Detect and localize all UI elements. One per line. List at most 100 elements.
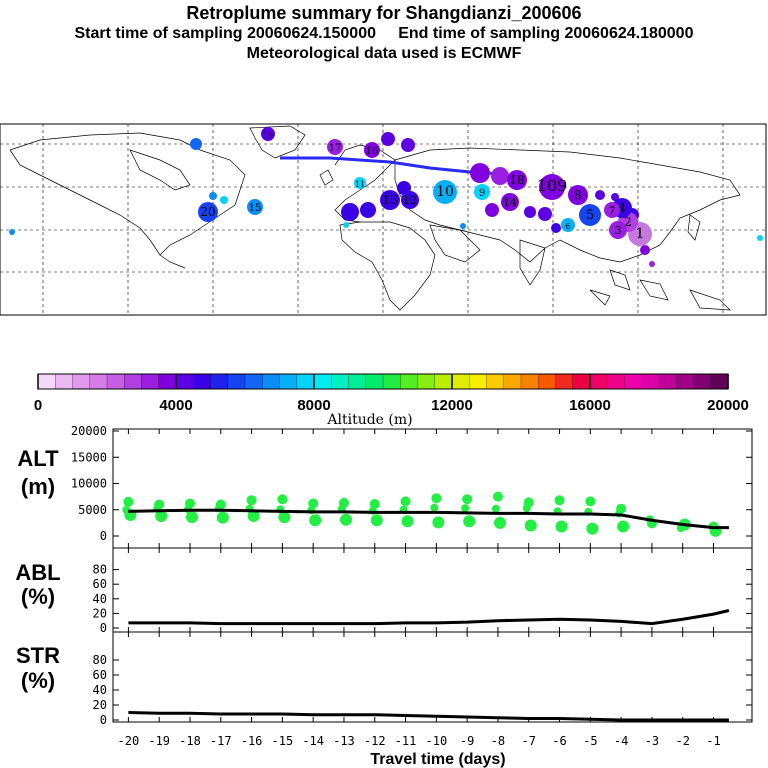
y-tick-label: 80 (93, 563, 107, 577)
alt-point (616, 503, 627, 514)
y-tick-label: 15000 (71, 450, 107, 464)
trajectory-label: 5 (586, 208, 594, 223)
colorbar-cell (365, 373, 384, 390)
met-data-source: Meteorological data used is ECMWF (246, 45, 522, 62)
alt-point (123, 496, 134, 507)
trajectory-dot (649, 261, 655, 267)
trajectory-label: 7 (609, 206, 615, 217)
colorbar-cell (417, 373, 436, 390)
y-tick-label: 80 (93, 653, 107, 667)
alt-point (431, 493, 442, 504)
x-tick-label: -11 (395, 734, 417, 748)
alt-point (247, 510, 260, 523)
alt-mean-line (128, 508, 729, 530)
trajectory-label: 9 (479, 188, 485, 199)
trajectory-dot (538, 207, 552, 221)
y-tick-label: 0 (100, 621, 107, 635)
y-tick-label: 40 (93, 683, 107, 697)
trajectory-label: 18 (509, 173, 524, 187)
alt-point (555, 520, 568, 533)
colorbar-cell (55, 373, 74, 390)
panel-ylabel: ABL (15, 560, 60, 585)
abl-line (128, 609, 730, 626)
y-tick-label: 60 (93, 577, 107, 591)
alt-point (185, 511, 198, 524)
colorbar-cell (538, 373, 557, 390)
colorbar-cell (296, 373, 315, 390)
coastlines (9, 125, 741, 311)
trajectory-dot (470, 163, 490, 183)
panel-ylabel: STR (16, 643, 60, 668)
trajectory-label: 8 (574, 188, 582, 202)
str-line (128, 711, 729, 722)
trajectory-cluster (579, 204, 601, 226)
panel-ylabel: (%) (21, 668, 55, 693)
trajectory-label: 6 (565, 222, 570, 231)
x-tick-label: -7 (522, 734, 536, 748)
x-tick-label: -14 (302, 734, 324, 748)
panel-frame (112, 428, 753, 549)
alt-point (154, 499, 165, 510)
colorbar-cell (434, 373, 453, 390)
x-tick-label: -15 (272, 734, 294, 748)
trajectory-cluster (433, 180, 457, 204)
trajectory-dot (524, 206, 536, 218)
trajectory-label: 14 (503, 196, 517, 209)
altitude-colorbar: 0 4000 8000 12000 16000 20000 Altitude (m) (34, 373, 749, 428)
alt-point (401, 515, 414, 528)
trajectory-cluster (609, 221, 627, 239)
trajectory-dot (343, 222, 349, 228)
trajectory-label: 12 (403, 194, 417, 207)
colorbar-cell (503, 373, 522, 390)
trajectory-dot (209, 192, 217, 200)
alt-point (523, 497, 534, 508)
x-tick-label: -6 (552, 734, 566, 748)
alt-point (400, 496, 411, 507)
colorbar-cell (262, 373, 281, 390)
alt-point (463, 515, 476, 528)
alt-point (338, 497, 349, 508)
panel-frame (112, 631, 753, 723)
alt-point (432, 516, 445, 529)
colorbar-cell (676, 373, 695, 390)
colorbar-cell (313, 373, 332, 390)
colorbar-cell (572, 373, 591, 390)
x-tick-label: -10 (426, 734, 448, 748)
x-tick-label: -5 (583, 734, 597, 748)
colorbar-cell (658, 373, 677, 390)
trajectory-dot (757, 235, 763, 241)
trajectory-cluster (364, 142, 380, 158)
trajectory-label: 16 (366, 146, 379, 157)
trajectory-dot (9, 229, 15, 235)
trajectory-cluster (380, 190, 400, 210)
panel-ylabel: ALT (17, 446, 59, 471)
x-tick-label: -16 (241, 734, 263, 748)
colorbar-label: Altitude (m) (326, 412, 412, 428)
trajectory-label: 15 (249, 203, 262, 214)
trajectory-dot (460, 223, 466, 229)
colorbar-cell (124, 373, 143, 390)
trajectory-cluster (561, 218, 575, 232)
y-tick-label: 20 (93, 606, 107, 620)
colorbar-cell (641, 373, 660, 390)
colorbar-tick-label: 16000 (569, 397, 611, 414)
colorbar-cell (710, 373, 729, 390)
colorbar-cell (244, 373, 263, 390)
x-tick-label: -20 (118, 734, 140, 748)
alt-point (554, 495, 565, 506)
colorbar-cell (175, 373, 194, 390)
trajectory-label: 2 (624, 215, 632, 229)
x-tick-label: -1 (706, 734, 720, 748)
trajectory-cluster (507, 170, 527, 190)
y-tick-label: 20 (93, 698, 107, 712)
colorbar-cell (693, 373, 712, 390)
y-tick-label: 5000 (78, 503, 107, 517)
y-tick-label: 10000 (71, 477, 107, 491)
trajectory-label: 19 (263, 131, 273, 140)
alt-point (246, 495, 257, 506)
colorbar-cell (89, 373, 108, 390)
colorbar-cell (400, 373, 419, 390)
y-tick-label: 0 (100, 713, 107, 727)
trajectory-dot (640, 245, 650, 255)
